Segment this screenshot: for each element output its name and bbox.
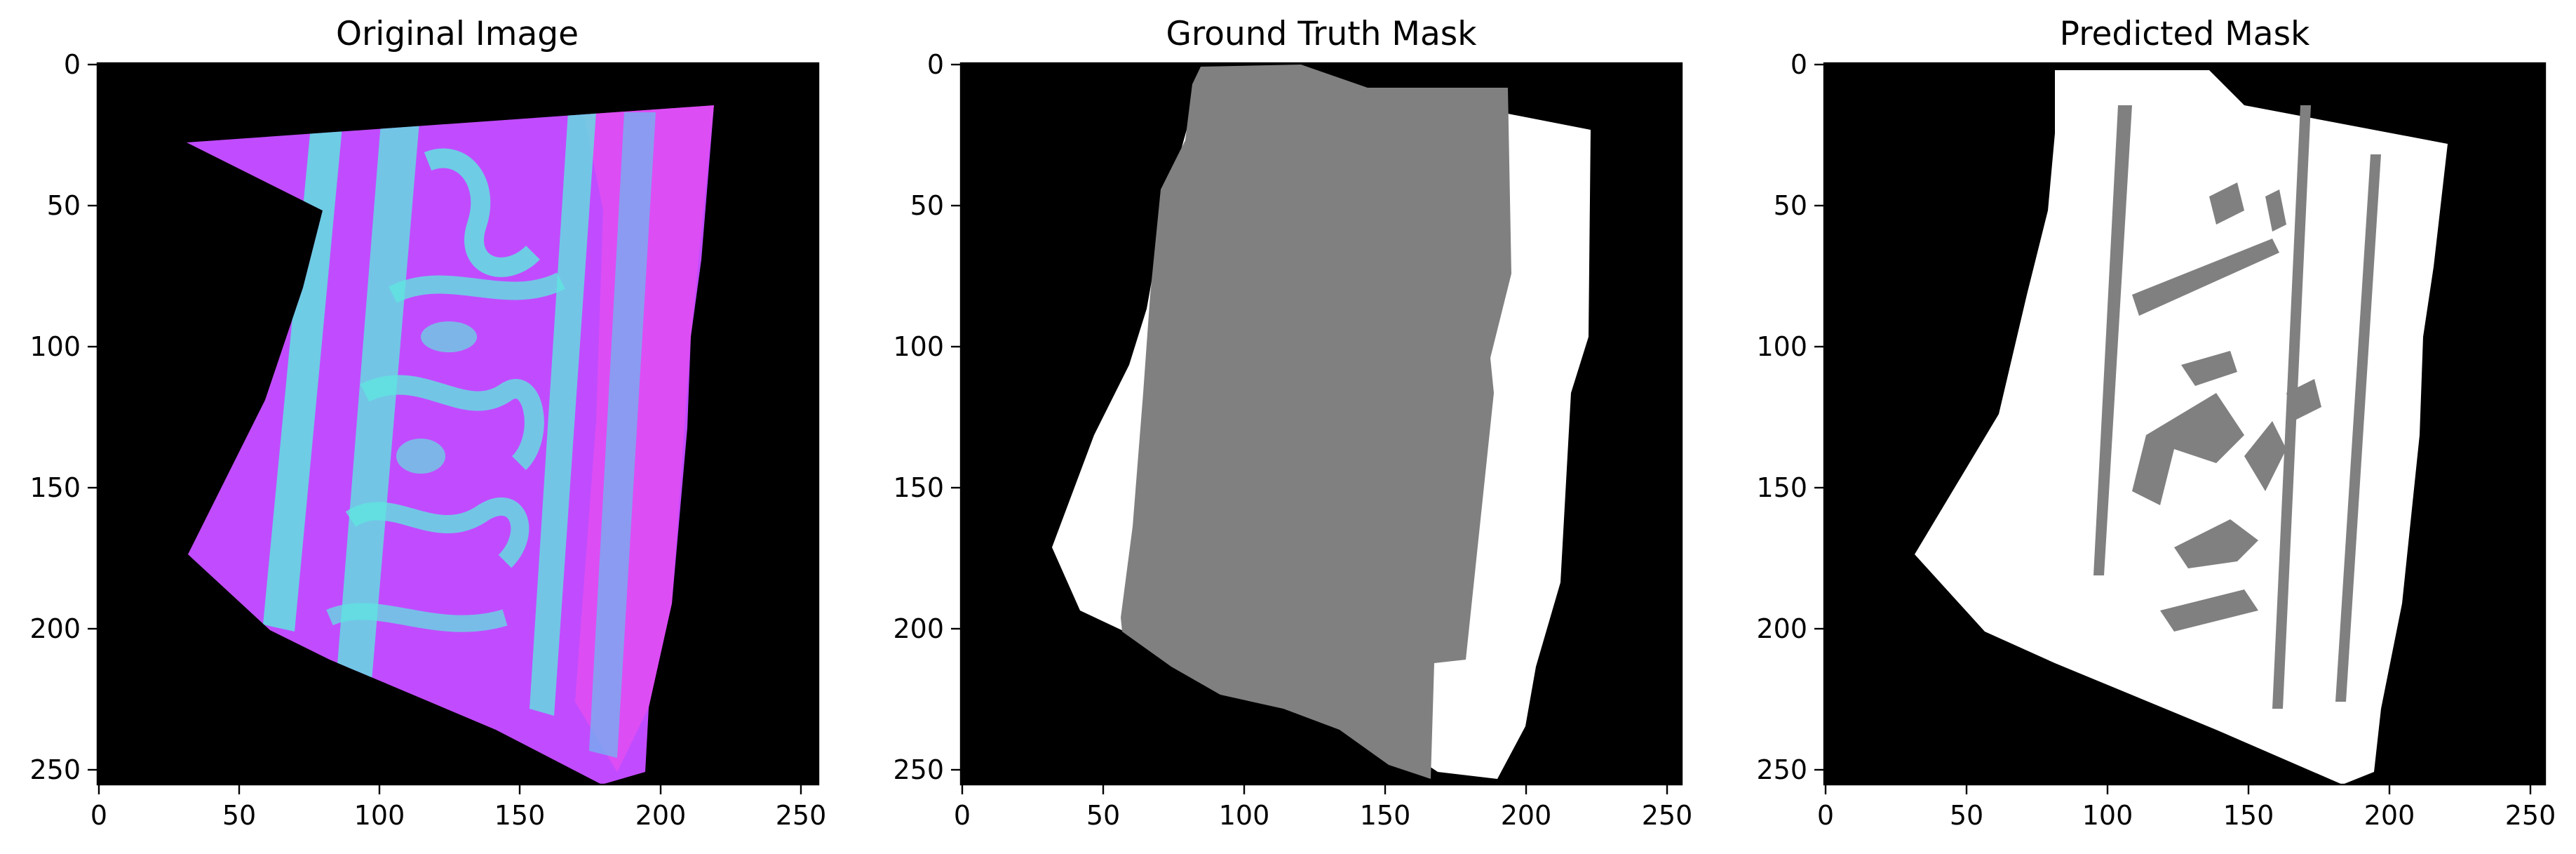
y-tick-label: 200	[893, 613, 944, 644]
y-tick-label: 250	[893, 754, 944, 785]
y-tick-label: 200	[29, 613, 81, 644]
scroll-fragment-image	[187, 105, 714, 785]
vertical-band-left	[263, 112, 344, 632]
vertical-band-right-2	[589, 112, 656, 758]
y-tick-label: 250	[1756, 754, 1807, 785]
y-tick-label: 0	[64, 49, 81, 80]
vertical-band-right-1	[530, 112, 596, 716]
x-tick-label: 0	[954, 800, 971, 831]
y-axis: 0 50 100 150 200 250	[893, 49, 961, 785]
panel-original-image: Original Image	[29, 15, 826, 831]
y-tick-label: 150	[893, 472, 944, 503]
x-tick-label: 100	[1219, 800, 1270, 831]
y-tick-label: 250	[29, 754, 81, 785]
x-tick-label: 250	[1642, 800, 1693, 831]
x-axis: 0 50 100 150 200 250	[954, 785, 1692, 831]
panel-title: Ground Truth Mask	[1166, 15, 1478, 53]
script-blob-1	[421, 321, 477, 352]
y-tick-label: 150	[29, 472, 81, 503]
y-tick-label: 100	[1756, 331, 1807, 362]
script-blob-2	[396, 439, 445, 474]
y-tick-label: 150	[1756, 472, 1807, 503]
panel-title: Predicted Mask	[2060, 15, 2310, 53]
y-tick-label: 50	[47, 190, 81, 221]
axes-frame	[959, 62, 1683, 786]
x-tick-label: 150	[2223, 800, 2274, 831]
x-tick-label: 250	[2505, 800, 2556, 831]
y-tick-label: 100	[29, 331, 81, 362]
script-stroke-2	[389, 272, 565, 303]
x-tick-label: 50	[1950, 800, 1983, 831]
x-tick-label: 0	[1817, 800, 1834, 831]
x-tick-label: 50	[222, 800, 256, 831]
y-tick-label: 50	[910, 190, 944, 221]
x-tick-label: 150	[1360, 800, 1411, 831]
predicted-ink-regions	[2093, 105, 2381, 709]
x-tick-label: 150	[494, 800, 546, 831]
x-axis: 0 50 100 150 200 250	[1817, 785, 2556, 831]
script-stroke-5	[326, 603, 508, 632]
x-tick-label: 50	[1086, 800, 1120, 831]
y-tick-label: 50	[1774, 190, 1807, 221]
axes-frame	[1823, 62, 2547, 786]
panel-title: Original Image	[336, 15, 579, 53]
script-stroke-4	[345, 498, 530, 568]
x-tick-label: 200	[635, 800, 687, 831]
axes-frame	[96, 62, 820, 786]
x-tick-label: 100	[2082, 800, 2133, 831]
mask-ink-gray	[1121, 65, 1511, 779]
x-tick-label: 100	[354, 800, 405, 831]
y-axis: 0 50 100 150 200 250	[1756, 49, 1824, 785]
y-axis: 0 50 100 150 200 250	[29, 49, 97, 785]
x-tick-label: 200	[1501, 800, 1552, 831]
x-tick-label: 0	[90, 800, 107, 831]
x-axis: 0 50 100 150 200 250	[90, 785, 826, 831]
panel-ground-truth-mask: Ground Truth Mask 0 50 100 150 200 250	[893, 15, 1692, 831]
x-tick-label: 200	[2364, 800, 2415, 831]
x-tick-label: 250	[776, 800, 827, 831]
script-stroke-1	[424, 148, 540, 277]
y-tick-label: 100	[893, 331, 944, 362]
y-tick-label: 0	[927, 49, 944, 80]
script-stroke-3	[360, 375, 544, 470]
panel-predicted-mask: Predicted Mask 0 50 100	[1756, 15, 2556, 831]
y-tick-label: 200	[1756, 613, 1807, 644]
y-tick-label: 0	[1791, 49, 1807, 80]
